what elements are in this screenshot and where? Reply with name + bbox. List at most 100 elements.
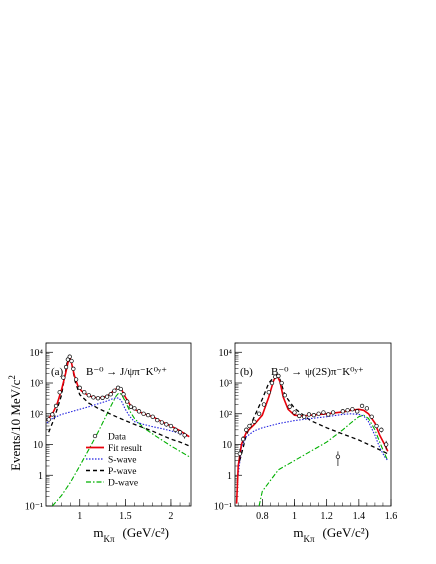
y-tick-label: 10 <box>33 440 43 451</box>
pwave-curve <box>239 375 389 461</box>
data-point <box>240 436 246 442</box>
data-point <box>132 406 137 411</box>
data-point <box>252 419 257 424</box>
process-label: B⁻⁰ → ψ(2S)π⁻K⁰ʸ⁺ <box>271 366 364 378</box>
plot-frame <box>45 342 192 507</box>
data-point <box>136 409 142 414</box>
panel-b: 10⁻¹ 1 10 10² 10³ 10⁴ 0.8 1 1.2 1.4 1.6 (b) B⁻⁰ → ψ(… <box>214 342 398 544</box>
data-point <box>57 390 62 395</box>
data-point <box>302 414 307 419</box>
panel-label: (b) <box>240 366 253 378</box>
data-point <box>67 354 72 359</box>
data-point <box>350 407 355 412</box>
data-point <box>112 388 117 393</box>
x-tick-label: 0.8 <box>256 511 269 522</box>
data-point <box>82 390 87 395</box>
swave-curve <box>237 413 389 476</box>
data-point <box>108 392 113 397</box>
data-point <box>276 373 281 379</box>
x-axis-title-sub: Kπ <box>303 534 314 544</box>
process-label: B⁻⁰ → J/ψπ⁻K⁰ʸ⁺ <box>86 366 167 378</box>
x-tick-label: 1 <box>292 511 297 522</box>
y-tick-label: 10⁻¹ <box>214 502 232 513</box>
data-point <box>63 364 69 370</box>
x-axis-title: mKπ (GeV/c²) <box>93 525 169 544</box>
legend-label: Fit result <box>108 444 142 454</box>
data-point <box>50 412 55 417</box>
data-point <box>359 403 365 409</box>
data-point <box>145 413 151 418</box>
data-point <box>279 380 284 386</box>
data-point <box>247 423 252 429</box>
data-point <box>326 412 331 417</box>
plot-frame <box>234 342 392 507</box>
data-point <box>73 377 79 382</box>
data-point <box>118 386 123 392</box>
data-point <box>91 395 96 400</box>
y-tick-label: 10⁴ <box>219 348 233 359</box>
data-point <box>177 430 183 435</box>
data-point <box>266 390 271 395</box>
legend-item-pwave: P-wave <box>86 467 137 477</box>
x-tick-label: 1.6 <box>385 511 398 522</box>
data-point <box>128 404 133 409</box>
x-tick-label: 1.2 <box>320 511 333 522</box>
data-point <box>237 451 242 456</box>
y-tick-label: 1 <box>227 471 232 482</box>
data-point <box>297 413 302 419</box>
y-axis-title-sup: 2 <box>7 375 17 380</box>
legend-label: Data <box>108 432 127 442</box>
legend-swatch <box>92 433 98 439</box>
data-point <box>282 393 288 398</box>
y-tick-label: 10³ <box>30 379 43 390</box>
swave-curve <box>46 397 190 438</box>
legend-label: D-wave <box>108 478 138 488</box>
data-point <box>46 417 51 422</box>
y-tick-label: 10³ <box>219 379 232 390</box>
data-point <box>384 442 389 447</box>
data-point <box>182 433 187 438</box>
data-point <box>269 380 275 386</box>
data-point <box>168 423 174 429</box>
data-point <box>355 409 360 414</box>
data-point <box>374 423 379 429</box>
data-point <box>369 414 374 419</box>
plot-area <box>235 373 389 506</box>
dwave-curve <box>258 414 389 506</box>
data-point <box>159 420 164 425</box>
y-tick-label: 10⁻¹ <box>25 502 43 513</box>
data-point <box>155 417 160 423</box>
y-axis-title-main: Events/10 MeV/c <box>8 379 23 471</box>
y-tick-label: 1 <box>38 471 43 482</box>
x-axis-title-unit: (GeV/c²) <box>123 525 169 540</box>
x-tick-label: 1.5 <box>119 511 132 522</box>
data-point <box>316 411 321 416</box>
data-point <box>244 427 249 432</box>
plot-area <box>46 354 190 506</box>
data-point <box>321 410 326 415</box>
y-tick-label: 10² <box>219 409 232 420</box>
data-point <box>306 412 312 417</box>
data-point <box>330 410 336 415</box>
data-point <box>173 427 178 432</box>
data-point <box>100 395 105 400</box>
data-point <box>379 427 384 432</box>
y-tick-label: 10² <box>30 409 43 420</box>
data-point <box>261 402 267 407</box>
legend-item-dwave: D-wave <box>86 478 138 488</box>
data-point <box>150 414 155 419</box>
dwave-curve <box>51 392 190 506</box>
data-point <box>71 366 76 371</box>
data-point <box>340 409 345 414</box>
data-point <box>292 410 297 415</box>
x-axis-title: mKπ (GeV/c²) <box>293 525 369 544</box>
data-point <box>121 392 126 397</box>
data-point <box>53 403 59 409</box>
data-point <box>69 358 74 364</box>
data-point <box>141 411 146 416</box>
x-tick-label: 1.4 <box>353 511 366 522</box>
data-point <box>61 375 66 380</box>
data-point <box>77 385 82 390</box>
